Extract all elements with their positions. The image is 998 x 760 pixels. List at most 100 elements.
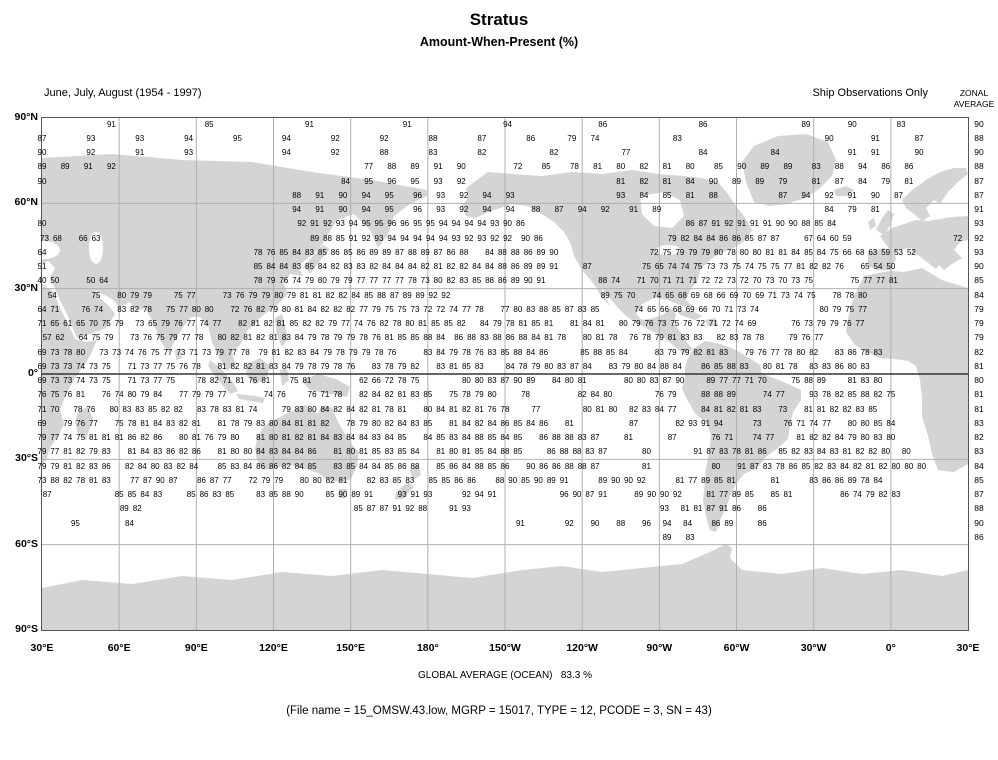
grid-value: 90 [708,177,718,186]
grid-value: 81 [191,419,201,428]
grid-value: 79 [832,305,842,314]
grid-value: 80 [642,447,651,456]
grid-value: 92 [672,490,682,499]
grid-value: 85 [436,433,446,442]
grid-value: 76 [243,305,253,314]
grid-value: 83 [719,348,729,357]
grid-value: 81 [449,362,458,371]
grid-value: 93 [335,219,345,228]
grid-value: 82 [63,476,73,485]
grid-value: 85 [513,419,523,428]
grid-value: 83 [122,405,132,414]
grid-value: 77 [688,476,698,485]
grid-value: 68 [678,291,687,300]
grid-value: 82 [325,476,335,485]
grid-value: 72 [513,162,523,171]
grid-value: 77 [222,476,232,485]
grid-value: 80 [513,305,523,314]
grid-value: 84 [153,390,163,399]
grid-value: 90 [788,219,798,228]
grid-value: 83 [405,476,415,485]
grid-value: 92 [456,177,466,186]
grid-value: 90 [523,276,533,285]
grid-value: 81 [333,447,343,456]
grid-value: 82 [238,319,248,328]
grid-value: 89 [726,390,736,399]
grid-value: 78 [333,390,343,399]
grid-value: 95 [413,219,422,228]
grid-value: 88 [407,248,417,257]
grid-value: 79 [37,447,47,456]
grid-value: 82 [639,177,649,186]
grid-value: 82 [809,433,819,442]
grid-value: 82 [446,262,456,271]
grid-value: 73 [778,405,788,414]
grid-value: 89 [652,205,662,214]
grid-value: 82 [359,390,368,399]
zonal-average-value: 85 [974,475,984,485]
grid-value: 79 [37,433,47,442]
zonal-average-value: 79 [974,304,984,314]
grid-value: 90 [572,490,582,499]
grid-value: 69 [37,348,47,357]
grid-value: 78 [359,333,368,342]
grid-value: 72 [953,234,963,243]
grid-value: 79 [631,319,641,328]
grid-value: 63 [91,234,101,243]
grid-value: 90 [338,490,348,499]
grid-value: 83 [410,390,420,399]
grid-value: 84 [698,148,708,157]
grid-value: 90 [338,191,348,200]
zonal-average-value: 84 [974,290,984,300]
grid-value: 87 [894,191,903,200]
grid-value: 74 [744,262,754,271]
grid-value: 72 [436,305,446,314]
grid-value: 73 [410,305,420,314]
grid-value: 94 [858,162,867,171]
grid-value: 83 [577,305,587,314]
grid-value: 81 [706,348,716,357]
grid-value: 81 [63,447,73,456]
grid-value: 74 [114,390,124,399]
grid-value: 85 [392,476,402,485]
grid-value: 79 [143,291,152,300]
grid-value: 88 [593,348,603,357]
grid-value: 84 [281,447,291,456]
grid-value: 73 [88,376,98,385]
grid-value: 81 [418,319,428,328]
grid-value: 82 [346,305,356,314]
grid-value: 82 [474,419,484,428]
grid-value: 71 [796,419,806,428]
grid-value: 90 [549,248,559,257]
grid-value: 71 [768,291,777,300]
grid-value: 91 [719,504,729,513]
grid-value: 79 [287,291,296,300]
grid-value: 82 [459,262,469,271]
landmass-new-zealand-north [410,465,421,480]
grid-value: 80 [243,447,253,456]
grid-value: 88 [616,519,626,528]
grid-value: 81 [544,319,554,328]
grid-value: 81 [680,504,690,513]
grid-value: 87 [366,504,376,513]
grid-value: 86 [757,519,767,528]
grid-value: 84 [266,262,276,271]
grid-value: 69 [755,291,765,300]
grid-value: 81 [904,177,914,186]
grid-value: 86 [500,419,510,428]
grid-value: 84 [346,433,356,442]
grid-value: 79 [140,390,150,399]
grid-value: 74 [734,319,744,328]
grid-value: 82 [577,390,587,399]
season-label: June, July, August (1954 - 1997) [44,87,202,99]
grid-value: 79 [161,319,170,328]
grid-value: 85 [410,333,420,342]
grid-value: 86 [191,447,201,456]
grid-value: 87 [667,433,677,442]
grid-value: 86 [533,234,543,243]
grid-value: 85 [551,305,561,314]
landmass-south-america [682,341,801,532]
grid-value: 78 [642,333,651,342]
grid-value: 78 [860,348,870,357]
grid-value: 60 [829,234,839,243]
